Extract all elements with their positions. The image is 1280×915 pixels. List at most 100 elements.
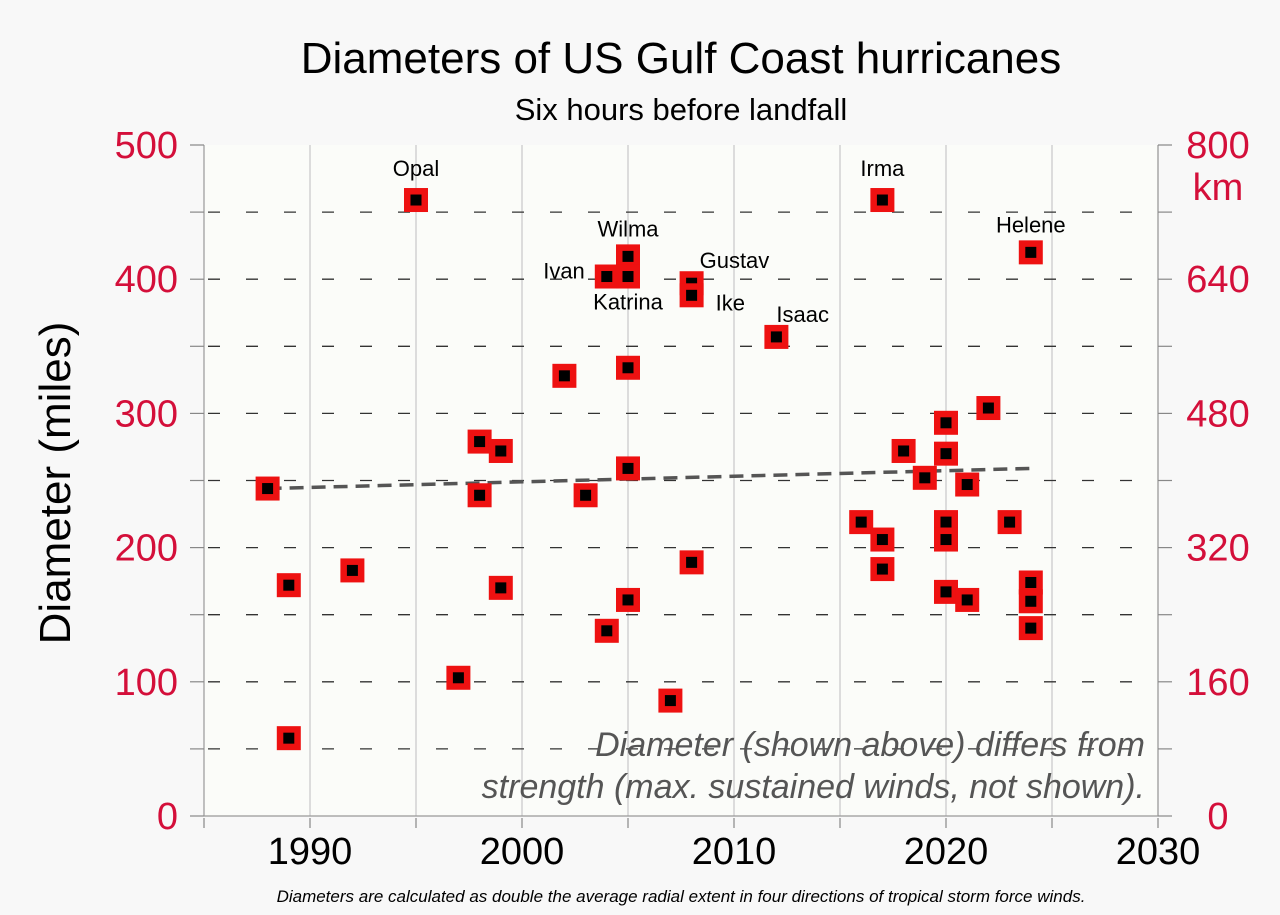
data-point (870, 188, 895, 213)
point-marker-center (1004, 516, 1016, 528)
point-marker-center (940, 448, 952, 460)
point-marker-center (940, 586, 952, 598)
data-point (870, 527, 895, 552)
y2-axis-unit: km (1193, 167, 1244, 209)
data-point (870, 557, 895, 582)
point-marker-center (686, 556, 698, 568)
data-point (340, 558, 365, 583)
point-marker-center (664, 695, 676, 707)
point-marker-center (940, 516, 952, 528)
point-marker-center (940, 417, 952, 429)
data-point (955, 587, 980, 612)
point-label: Katrina (593, 290, 663, 315)
point-marker-center (1025, 595, 1037, 607)
data-point (1018, 240, 1043, 265)
chart-title: Diameters of US Gulf Coast hurricanes (301, 34, 1062, 83)
data-point (616, 587, 640, 612)
data-point (679, 550, 704, 575)
point-marker-center (558, 370, 570, 382)
point-marker-center (622, 250, 634, 262)
y-tick-label: 400 (115, 259, 178, 301)
point-label: Helene (996, 212, 1066, 237)
data-points (255, 188, 1043, 751)
data-point (997, 510, 1022, 535)
y-axis-label: Diameter (miles) (31, 322, 80, 645)
point-marker-center (982, 402, 994, 414)
point-marker-center (601, 625, 613, 637)
y-tick-label: 0 (157, 796, 178, 838)
point-label: Irma (860, 156, 905, 181)
data-point (976, 396, 1001, 421)
point-marker-center (622, 362, 634, 374)
point-marker-center (474, 489, 486, 501)
point-marker-center (283, 579, 295, 591)
point-marker-center (622, 462, 634, 474)
point-marker-center (622, 594, 634, 606)
data-point (658, 688, 683, 713)
data-point (1018, 616, 1043, 641)
point-label: Gustav (700, 248, 770, 273)
point-marker-center (770, 331, 782, 343)
x-tick-label: 1990 (268, 831, 353, 873)
y2-tick-label: 800 (1186, 125, 1249, 167)
y2-tick-label: 0 (1207, 796, 1228, 838)
y2-tick-label: 320 (1186, 528, 1249, 570)
point-marker-center (876, 194, 888, 206)
data-point (573, 483, 598, 508)
data-point (616, 264, 640, 289)
data-point (934, 579, 958, 604)
data-point (849, 510, 874, 535)
data-point (255, 476, 280, 501)
data-point (488, 575, 513, 600)
point-marker-center (876, 534, 888, 546)
point-marker-center (1025, 576, 1037, 588)
data-point (404, 188, 428, 213)
y-tick-label: 500 (115, 125, 178, 167)
data-point (594, 618, 619, 643)
x-tick-label: 2010 (692, 831, 777, 873)
point-marker-center (262, 483, 274, 495)
data-point (679, 283, 704, 308)
data-point (552, 363, 577, 388)
data-point (276, 726, 301, 751)
point-marker-center (410, 194, 422, 206)
point-label: Ike (716, 290, 745, 315)
data-point (467, 429, 492, 454)
data-point (467, 483, 492, 508)
point-marker-center (1025, 246, 1037, 258)
data-point (934, 441, 958, 466)
data-point (912, 465, 937, 490)
footnote: Diameters are calculated as double the a… (277, 887, 1086, 906)
y-tick-label: 100 (115, 662, 178, 704)
point-marker-center (474, 436, 486, 448)
data-point (616, 456, 640, 481)
x-tick-label: 2020 (904, 831, 989, 873)
data-point (446, 665, 471, 690)
point-label: Wilma (597, 216, 659, 241)
trendline (267, 466, 1031, 491)
data-point (891, 438, 916, 463)
point-marker-center (601, 271, 613, 283)
y2-tick-label: 480 (1186, 393, 1249, 435)
annotation-line-1: Diameter (shown above) differs from (595, 726, 1145, 764)
data-point (934, 410, 958, 435)
point-marker-center (940, 534, 952, 546)
y-tick-label: 200 (115, 528, 178, 570)
x-tick-label: 2000 (480, 831, 565, 873)
trendline-group (267, 466, 1031, 491)
point-labels: Opal Ivan Wilma Katrina Gustav Ike Isaac Irma He… (393, 156, 1066, 327)
chart-subtitle: Six hours before landfall (515, 92, 848, 127)
point-marker-center (686, 277, 698, 289)
point-marker-center (622, 271, 634, 283)
point-marker-center (1025, 622, 1037, 634)
point-marker-center (346, 564, 358, 576)
point-marker-center (283, 732, 295, 744)
y-tick-label: 300 (115, 393, 178, 435)
data-point (764, 324, 789, 349)
x-tick-label: 2030 (1116, 831, 1201, 873)
data-point (594, 264, 619, 289)
data-point (1018, 589, 1043, 614)
point-marker-center (961, 594, 973, 606)
data-point (934, 527, 958, 552)
